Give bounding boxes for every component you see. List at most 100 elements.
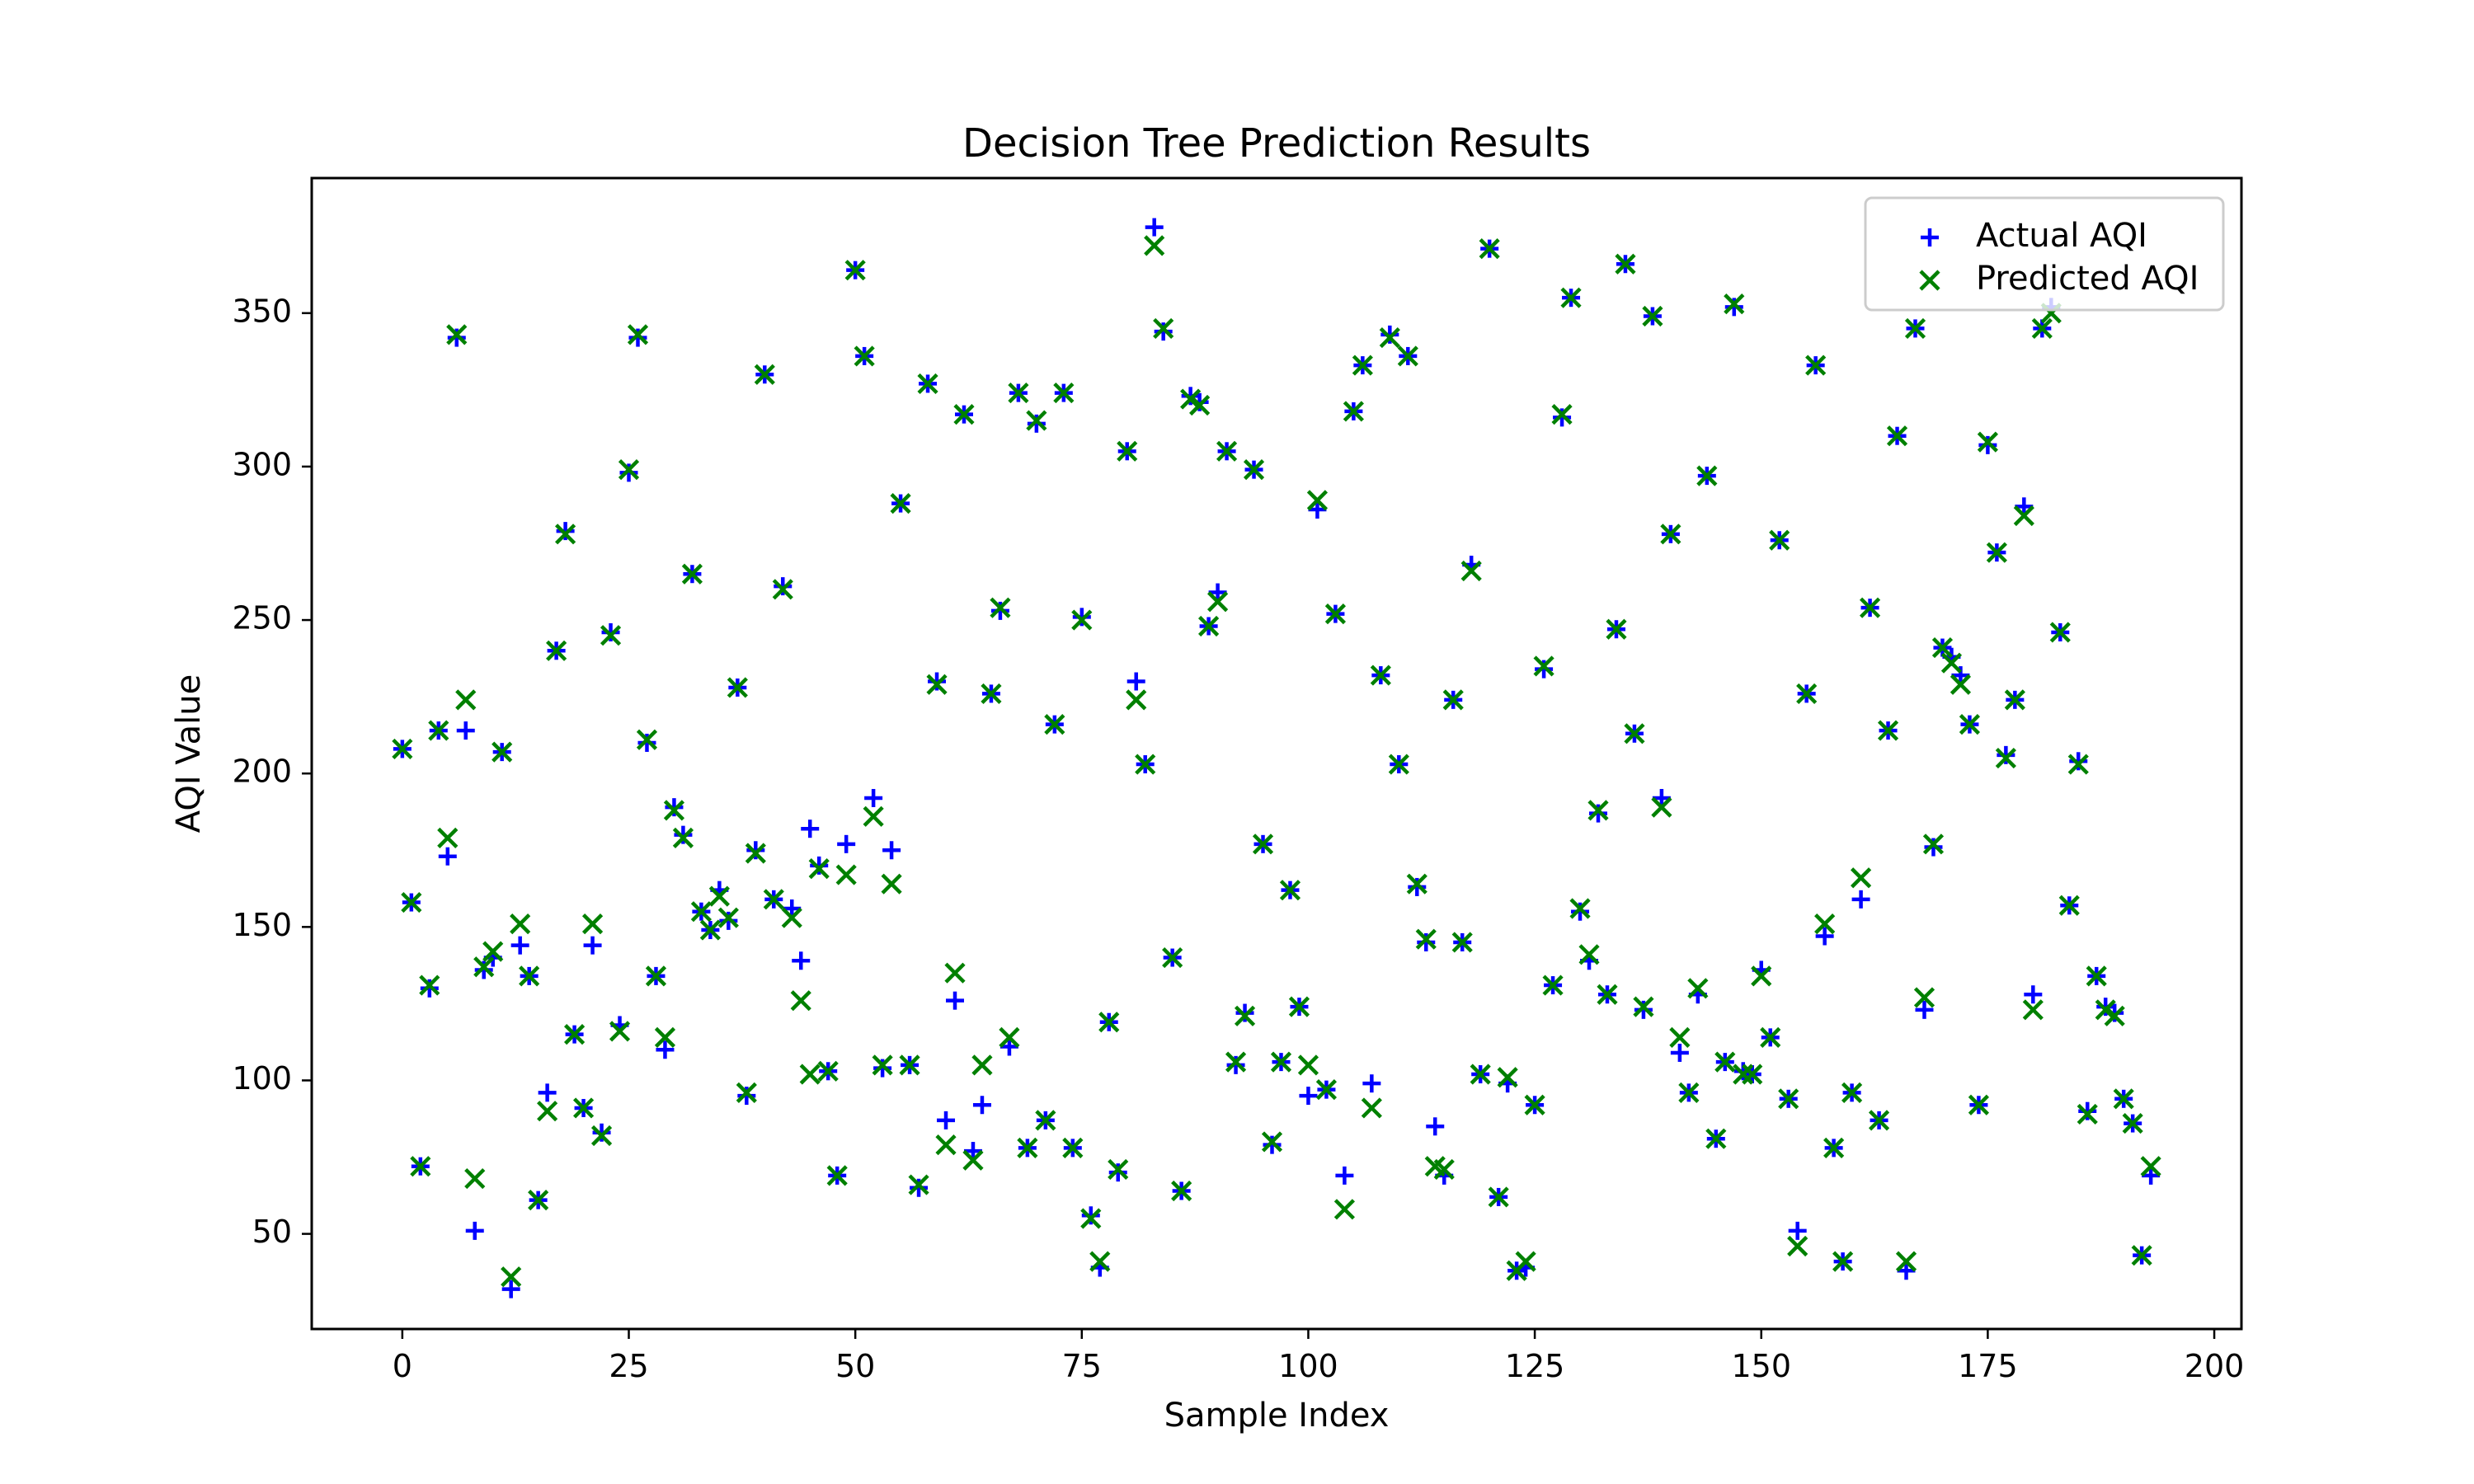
predicted-aqi-point: [1624, 723, 1645, 744]
predicted-aqi-point: [1089, 1251, 1111, 1272]
predicted-aqi-point: [401, 891, 422, 913]
predicted-aqi-point: [881, 873, 902, 895]
predicted-aqi-point: [572, 1097, 595, 1119]
y-tick-label: 100: [232, 1060, 292, 1097]
predicted-aqi-point: [1497, 1067, 1518, 1088]
predicted-aqi-point: [1153, 317, 1174, 340]
predicted-aqi-point: [1968, 1094, 1989, 1115]
predicted-aqi-point: [1778, 1088, 1799, 1110]
predicted-aqi-point: [1940, 652, 1963, 674]
predicted-aqi-point: [835, 864, 857, 885]
actual-aqi-point: [1226, 1055, 1245, 1074]
predicted-aqi-point: [908, 1174, 929, 1195]
actual-aqi-point: [1897, 1261, 1916, 1280]
predicted-aqi-point: [1515, 1251, 1536, 1272]
actual-aqi-point: [1851, 890, 1870, 909]
predicted-aqi-point: [1678, 1082, 1700, 1103]
predicted-aqi-point: [1035, 1110, 1056, 1131]
actual-aqi-point: [510, 936, 529, 955]
predicted-aqi-point: [1832, 1251, 1854, 1272]
predicted-aqi-point: [510, 913, 531, 935]
predicted-aqi-point: [1008, 382, 1029, 404]
predicted-aqi-point: [1225, 1051, 1247, 1073]
predicted-aqi-point: [392, 738, 413, 760]
y-tick-label: 300: [232, 446, 292, 482]
predicted-aqi-point: [1315, 1079, 1338, 1101]
x-tick-label: 0: [393, 1348, 412, 1384]
predicted-aqi-point: [872, 1054, 893, 1076]
predicted-aqi-point: [1352, 355, 1373, 376]
predicted-aqi-point: [645, 965, 667, 987]
predicted-aqi-point: [826, 1165, 848, 1186]
predicted-aqi-point: [971, 1054, 993, 1076]
predicted-aqi-point: [681, 563, 703, 585]
predicted-aqi-point: [1805, 355, 1827, 376]
actual-aqi-point: [810, 856, 829, 875]
predicted-aqi-point: [1696, 465, 1718, 486]
predicted-aqi-point: [1851, 867, 1872, 889]
predicted-aqi-point: [1479, 238, 1500, 260]
actual-aqi-point: [665, 798, 684, 817]
predicted-aqi-point: [1669, 1026, 1691, 1048]
predicted-aqi-point: [1261, 1131, 1283, 1153]
predicted-aqi-point: [1823, 1137, 1845, 1158]
predicted-aqi-point: [772, 579, 793, 600]
predicted-aqi-point: [1787, 1235, 1808, 1257]
actual-aqi-point: [1553, 408, 1572, 427]
predicted-aqi-point: [1180, 388, 1202, 410]
predicted-aqi-point: [1460, 560, 1482, 582]
x-tick-label: 125: [1505, 1348, 1565, 1384]
legend-plus-marker: [1921, 228, 1939, 247]
predicted-aqi-point: [1216, 440, 1238, 462]
actual-aqi-point: [438, 847, 457, 866]
actual-aqi-point: [2024, 985, 2043, 1004]
actual-aqi-point: [556, 522, 575, 541]
predicted-aqi-point: [1388, 754, 1409, 775]
predicted-aqi-point: [2104, 1005, 2125, 1026]
actual-aqi-point: [1426, 1117, 1445, 1136]
predicted-aqi-point: [981, 683, 1002, 704]
actual-aqi-point: [910, 1178, 929, 1197]
predicted-aqi-point: [1742, 1064, 1763, 1085]
actual-aqi-point: [774, 577, 793, 596]
y-tick-label: 150: [232, 907, 292, 943]
predicted-aqi-point: [1171, 1180, 1192, 1202]
actual-aqi-point: [1997, 745, 2015, 764]
predicted-aqi-point: [1633, 996, 1654, 1017]
x-tick-label: 100: [1278, 1348, 1338, 1384]
predicted-aqi-point: [1714, 1051, 1736, 1073]
predicted-aqi-point: [546, 640, 567, 661]
predicted-aqi-point: [1451, 932, 1473, 953]
predicted-aqi-point: [1044, 714, 1065, 735]
y-tick-label: 250: [232, 600, 292, 636]
actual-aqi-point: [1915, 1000, 1934, 1019]
actual-aqi-point: [783, 899, 802, 918]
predicted-aqi-point: [1415, 928, 1437, 950]
legend-box: [1864, 196, 2225, 312]
y-axis-ticks: 50 100 150 200 250 300 350: [232, 293, 312, 1250]
predicted-aqi-point: [1252, 834, 1274, 855]
y-tick-label: 350: [232, 293, 292, 329]
predicted-aqi-point: [935, 1134, 957, 1156]
predicted-aqi-point: [1062, 1137, 1084, 1158]
actual-aqi-point: [465, 1221, 484, 1240]
predicted-aqi-point: [1904, 317, 1926, 340]
actual-aqi-point: [1978, 435, 1997, 454]
predicted-aqi-point: [2067, 754, 2089, 775]
predicted-aqi-point: [1814, 913, 1836, 935]
predicted-aqi-point: [1533, 655, 1554, 677]
predicted-aqi-point: [654, 1026, 676, 1048]
actual-aqi-point: [1154, 322, 1173, 341]
actual-aqi-point: [447, 328, 466, 347]
legend-label-predicted: Predicted AQI: [1976, 260, 2199, 298]
predicted-aqi-point: [2077, 1103, 2098, 1125]
predicted-aqi-point: [2013, 505, 2034, 527]
predicted-aqi-point: [1189, 394, 1211, 416]
predicted-aqi-point: [2113, 1088, 2134, 1110]
predicted-aqi-point: [844, 260, 866, 281]
predicted-aqi-point: [1144, 235, 1165, 256]
predicted-aqi-point: [1551, 404, 1573, 425]
actual-aqi-point: [1126, 672, 1145, 691]
predicted-aqi-point: [2031, 317, 2053, 340]
predicted-aqi-point: [1724, 294, 1745, 315]
